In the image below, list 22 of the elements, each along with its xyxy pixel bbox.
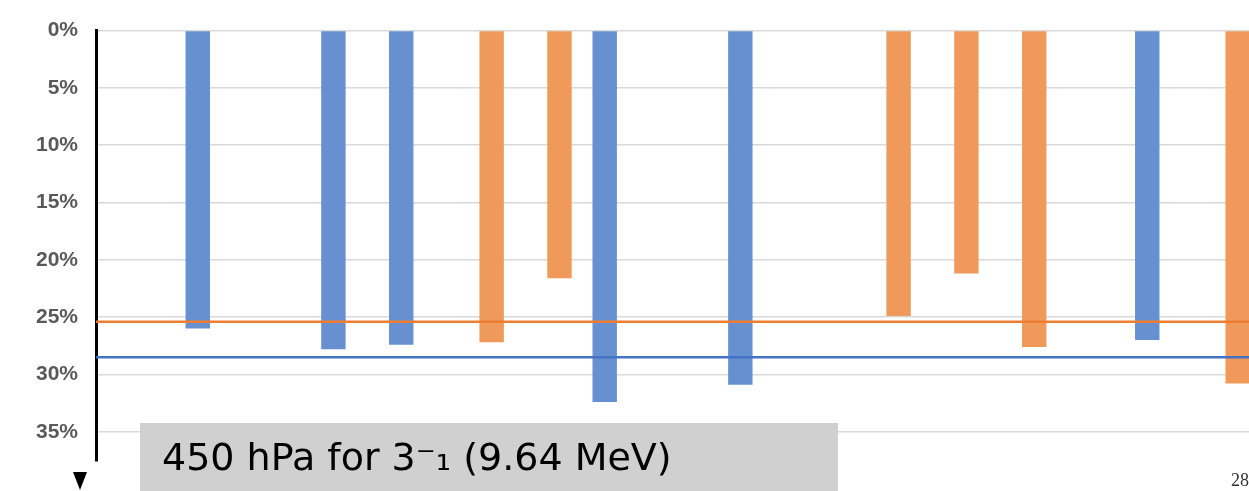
- y-tick-label: 15%: [36, 189, 79, 213]
- y-tick-label: 35%: [36, 418, 79, 442]
- caption-box: 450 hPa for 3⁻₁ (9.64 MeV): [140, 423, 838, 491]
- bar: [389, 31, 414, 345]
- text: 28: [1231, 470, 1249, 491]
- bar: [1135, 31, 1160, 341]
- bar: [185, 31, 210, 329]
- y-tick-label: 30%: [36, 361, 79, 385]
- bar: [547, 31, 572, 279]
- bar: [886, 31, 911, 316]
- y-tick-label: 25%: [36, 303, 79, 327]
- bar: [1022, 31, 1047, 347]
- bar: [592, 31, 617, 402]
- bar: [728, 31, 753, 385]
- y-tick-label: 20%: [36, 246, 79, 270]
- bar: [1225, 31, 1249, 384]
- y-tick-label: 5%: [47, 74, 79, 98]
- bar: [479, 31, 504, 343]
- bar: [321, 31, 346, 350]
- y-tick-label: 0%: [47, 17, 79, 41]
- bar: [954, 31, 979, 274]
- y-tick-label: 10%: [36, 132, 79, 156]
